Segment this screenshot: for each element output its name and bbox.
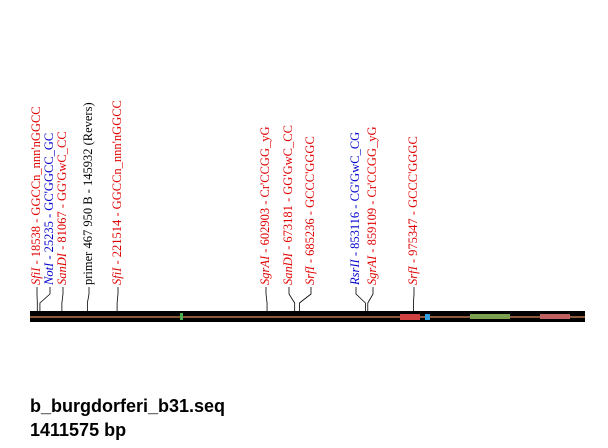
site-detail: - 859109 - Cr'CCGG_yG	[365, 126, 379, 255]
site-name: SfiI	[110, 267, 124, 285]
site-label: SgrAI - 859109 - Cr'CCGG_yG	[365, 126, 379, 285]
site-label: SfiI - 18538 - GGCCn_nnn'nGGCC	[29, 106, 43, 285]
site-connector	[116, 287, 119, 312]
site-connector	[288, 287, 296, 312]
site-detail: - 81067 - GG'GwC_CC	[55, 131, 69, 253]
filename: b_burgdorferi_b31.seq	[30, 396, 225, 416]
site-detail: - 685236 - GCCC'GGGC	[303, 136, 317, 266]
site-label: SanDI - 673181 - GG'GwC_CC	[281, 125, 295, 285]
site-connector	[299, 287, 312, 312]
site-detail: - 18538 - GGCCn_nnn'nGGCC	[29, 106, 43, 267]
site-detail: - 602903 - Cr'CCGG_yG	[258, 126, 272, 255]
site-label: NotI - 25235 - GC'GGCC_GC	[42, 133, 56, 286]
site-connector	[367, 287, 374, 312]
feature	[470, 314, 510, 319]
site-connector	[413, 287, 415, 312]
site-name: SanDI	[55, 252, 69, 285]
sequence-length: 1411575 bp	[30, 420, 126, 440]
site-connector	[265, 287, 268, 312]
feature	[540, 314, 570, 319]
feature	[180, 313, 183, 320]
site-label: SgrAI - 602903 - Cr'CCGG_yG	[258, 126, 272, 285]
site-detail: - 975347 - GCCC'GGGC	[406, 136, 420, 266]
site-detail: - 673181 - GG'GwC_CC	[281, 125, 295, 253]
feature	[425, 314, 430, 320]
site-detail: - 25235 - GC'GGCC_GC	[42, 133, 56, 263]
site-name: SanDI	[281, 252, 295, 285]
site-label: SrfI - 975347 - GCCC'GGGC	[406, 136, 420, 285]
site-label: SanDI - 81067 - GG'GwC_CC	[55, 131, 69, 285]
site-name: SgrAI	[258, 255, 272, 285]
site-name: SrfI	[303, 265, 317, 285]
site-name: SrfI	[406, 265, 420, 285]
site-label: SrfI - 685236 - GCCC'GGGC	[303, 136, 317, 285]
site-connector	[39, 287, 51, 312]
site-detail: - 853116 - CG'GwC_CG	[348, 132, 362, 259]
site-detail: - 145932 (Revers)	[81, 102, 95, 196]
site-name: SgrAI	[365, 255, 379, 285]
site-name: RsrII	[348, 258, 362, 286]
feature	[400, 314, 420, 320]
site-connector	[86, 287, 90, 312]
site-label: RsrII - 853116 - CG'GwC_CG	[348, 132, 362, 286]
site-name: primer 467 950 B	[81, 196, 95, 285]
site-name: SfiI	[29, 267, 43, 285]
feature-stripe	[30, 316, 585, 318]
site-name: NotI	[42, 262, 56, 286]
site-connector	[61, 287, 64, 312]
site-label: primer 467 950 B - 145932 (Revers)	[81, 102, 95, 285]
site-connector	[355, 287, 366, 312]
site-label: SfiI - 221514 - GGCCn_nnn'nGGCC	[110, 100, 124, 285]
site-detail: - 221514 - GGCCn_nnn'nGGCC	[110, 100, 124, 268]
